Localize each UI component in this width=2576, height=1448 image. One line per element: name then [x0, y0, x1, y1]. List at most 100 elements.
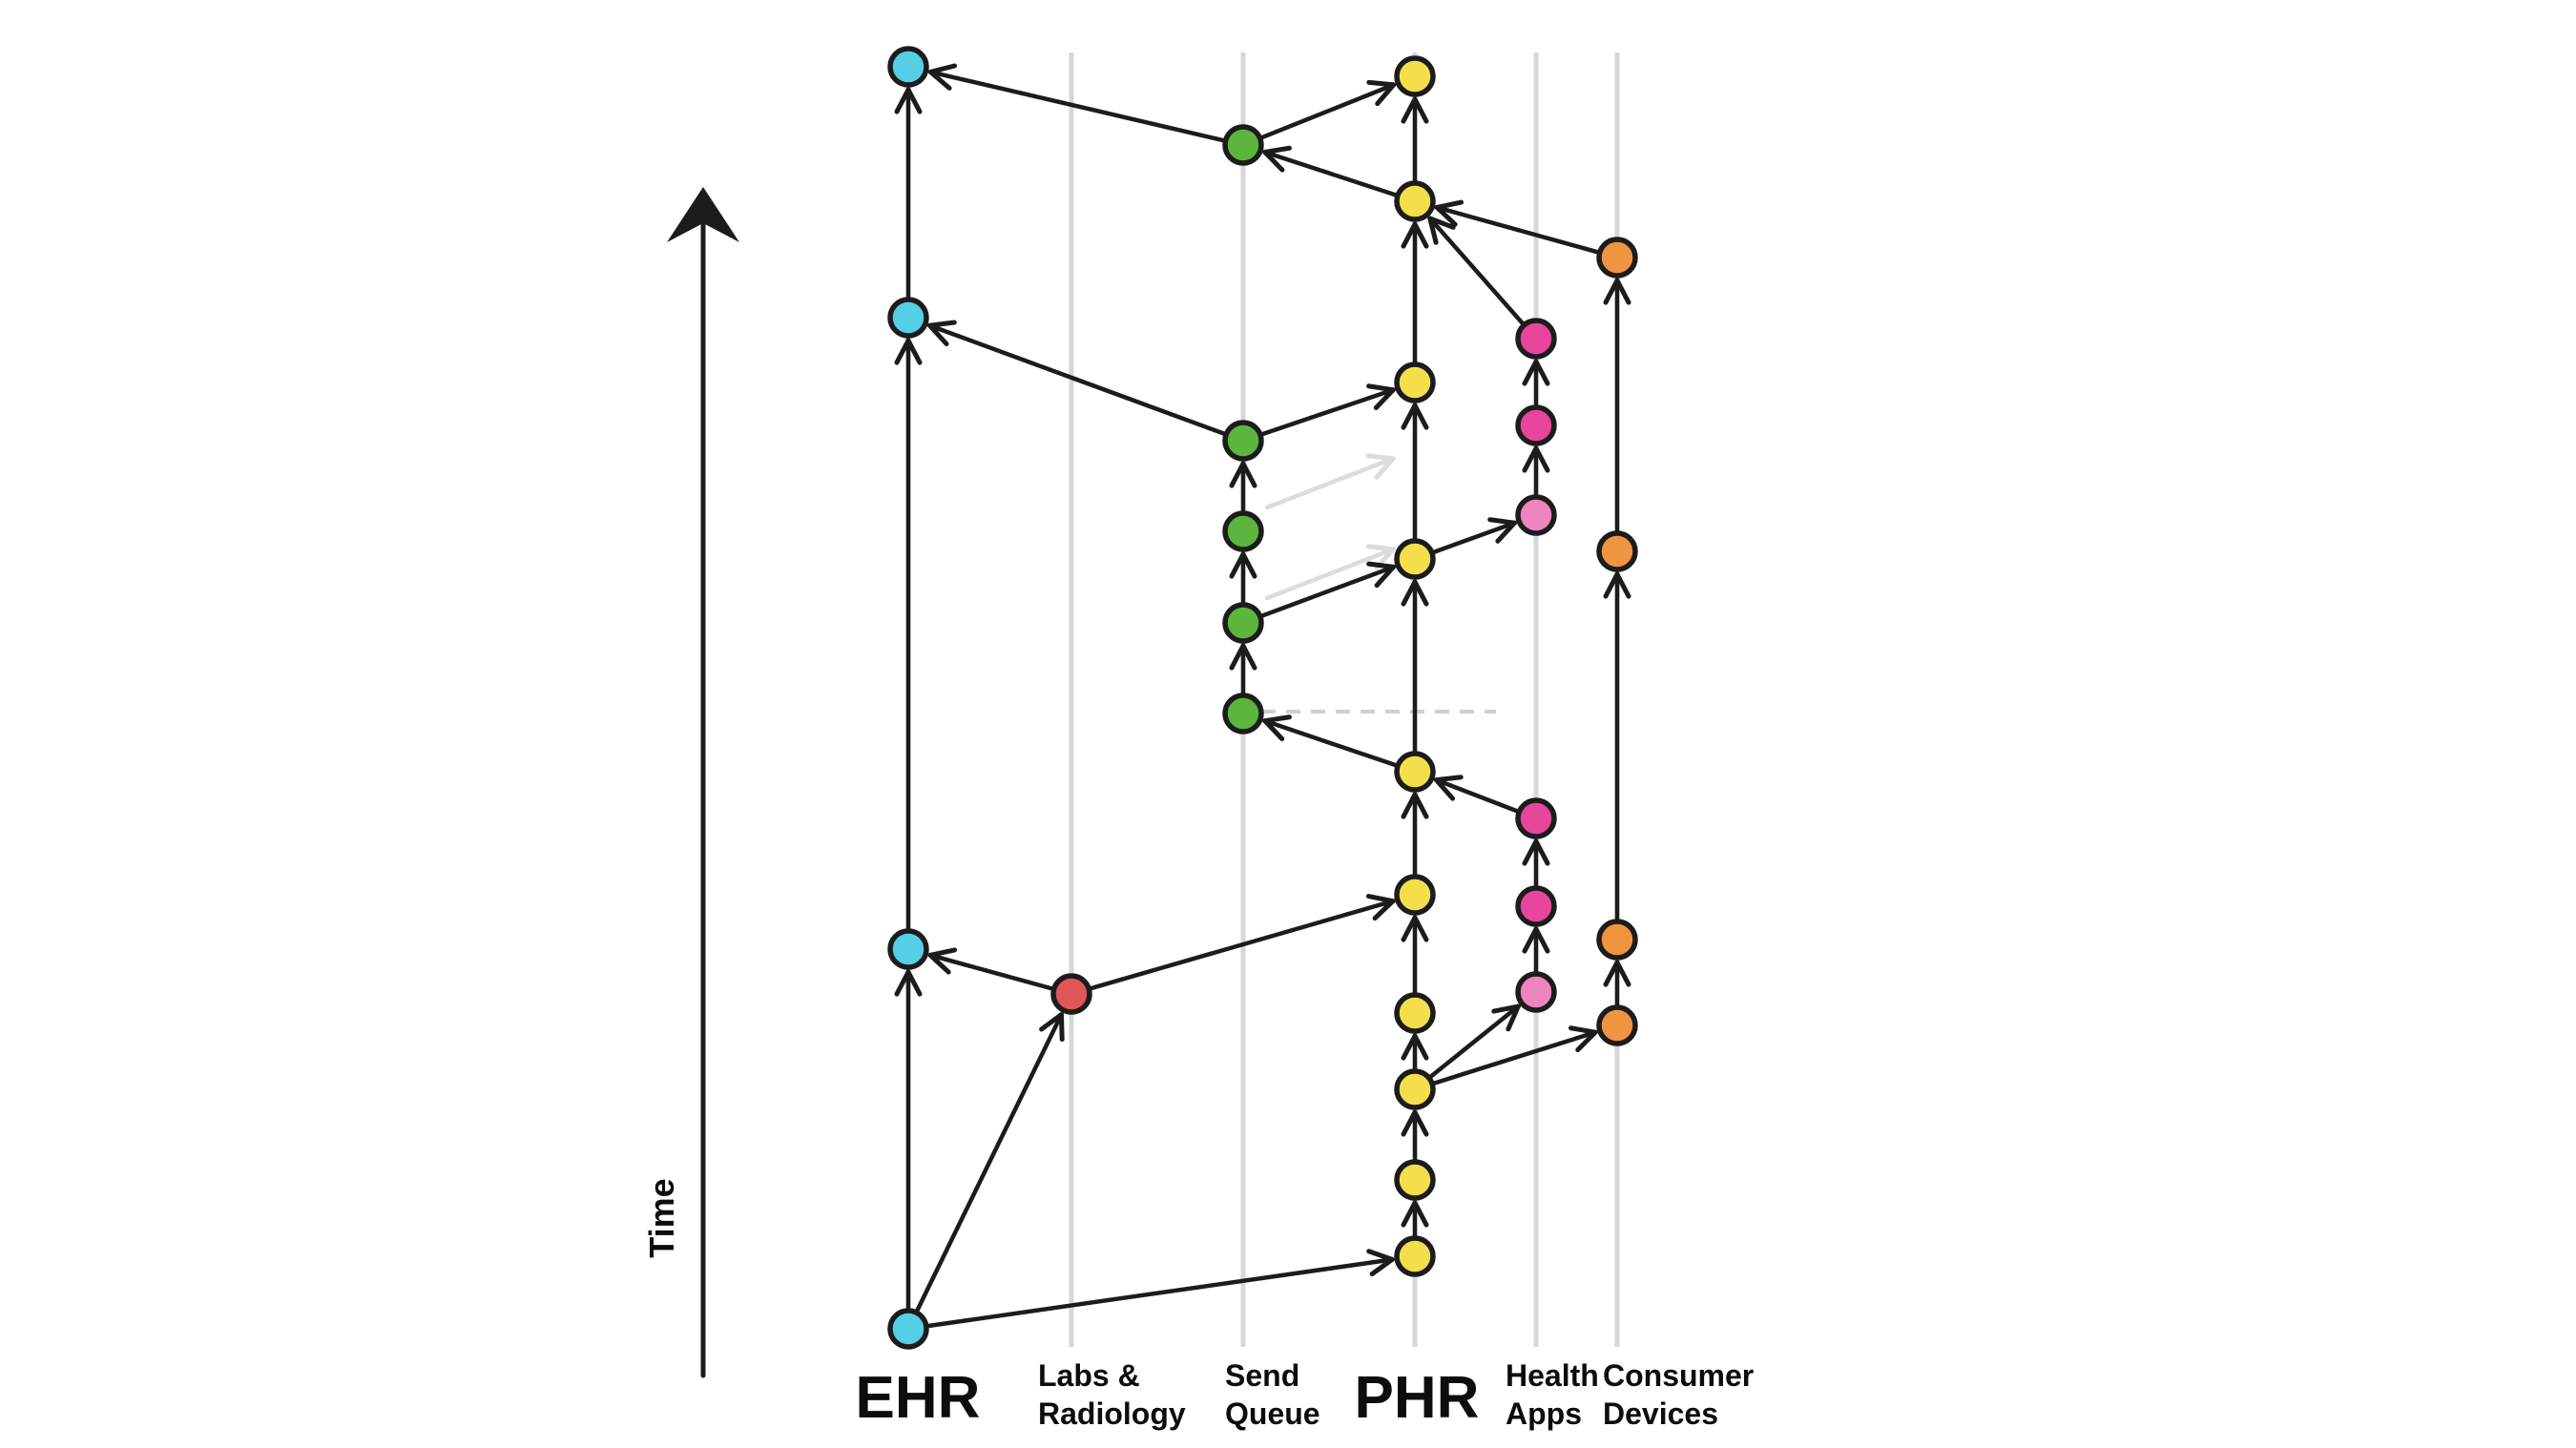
node-S5[interactable] [1222, 693, 1264, 734]
time-axis-label: Time [642, 1178, 681, 1258]
edge-H4-P5-head [1433, 777, 1456, 801]
edge-P6-P5-head [1401, 792, 1418, 819]
edge-P8-C4-head [1568, 1025, 1598, 1035]
node-S2[interactable] [1222, 420, 1264, 462]
edge-S2-P3 [1256, 389, 1390, 438]
edge-E4-P10-head [1369, 1256, 1395, 1277]
node-E4[interactable] [887, 1308, 929, 1350]
edge-S1-P1-head [1375, 82, 1397, 107]
lane-label-ehr-line-0: EHR [855, 1365, 981, 1431]
pending-send-arrow-0-head [1365, 453, 1396, 462]
edge-P9-P8-head [1412, 1109, 1429, 1137]
edge-P2-S1 [1268, 152, 1402, 198]
node-E1[interactable] [887, 46, 929, 88]
edge-P4-H3-head [1495, 520, 1517, 544]
node-P8[interactable] [1394, 1068, 1436, 1110]
edge-P2-S1-head [1262, 145, 1292, 155]
edge-H3-H2-head [1522, 445, 1539, 473]
node-P4[interactable] [1394, 538, 1436, 580]
edge-S4-P4 [1256, 567, 1391, 620]
node-S3[interactable] [1222, 510, 1264, 552]
edge-P5-S5-head [1262, 718, 1285, 741]
node-P2[interactable] [1394, 180, 1436, 222]
edge-L1-P6-head [1365, 894, 1396, 904]
edge-P5-P4-head [1401, 579, 1418, 607]
node-P1[interactable] [1394, 55, 1436, 97]
node-P9[interactable] [1394, 1159, 1436, 1201]
edge-P4-H3 [1427, 522, 1512, 556]
lane-label-send-line-0: Send [1225, 1358, 1300, 1393]
edge-P3-P2-head [1412, 221, 1429, 249]
lane-label-consumer-line-1: Devices [1603, 1396, 1718, 1431]
node-P3[interactable] [1394, 362, 1436, 403]
edge-H5-H4-head [1533, 838, 1550, 866]
pending-send-arrow-1-head [1365, 544, 1396, 552]
edge-C2-C1-head [1614, 278, 1631, 305]
node-C2[interactable] [1596, 530, 1638, 572]
edge-L1-E3 [933, 954, 1058, 992]
lane-label-consumer-line-0: Consumer [1603, 1358, 1755, 1393]
edge-C1-P2-head [1434, 204, 1458, 227]
edge-S5-S4-head [1240, 643, 1257, 671]
edge-H2-H1-head [1522, 359, 1539, 386]
lane-label-send-line-1: Queue [1225, 1396, 1320, 1431]
edge-P8-C4-head [1575, 1029, 1598, 1053]
lane-label-send: Send Queue [1225, 1356, 1320, 1433]
node-E3[interactable] [887, 928, 929, 970]
edge-L1-P6-head [1372, 899, 1396, 921]
edge-P8-H6-head [1491, 1003, 1521, 1014]
edge-P10-P9-head [1401, 1200, 1418, 1228]
node-H6[interactable] [1515, 971, 1557, 1013]
edge-S5-S4-head [1229, 643, 1246, 671]
node-P7[interactable] [1394, 992, 1436, 1034]
edge-S1-P1 [1256, 84, 1391, 141]
edge-P2-P1-head [1401, 96, 1418, 124]
node-S4[interactable] [1222, 602, 1264, 644]
node-P5[interactable] [1394, 751, 1436, 793]
edge-H6-H5-head [1522, 926, 1539, 954]
edge-P4-P3-head [1401, 403, 1418, 430]
node-E2[interactable] [887, 297, 929, 339]
lane-label-phr-line-0: PHR [1354, 1365, 1480, 1431]
node-C4[interactable] [1596, 1004, 1638, 1046]
edge-C2-C1-head [1603, 278, 1620, 305]
node-H3[interactable] [1515, 494, 1557, 536]
edge-P10-P9-head [1412, 1200, 1429, 1228]
node-L1[interactable] [1050, 973, 1092, 1015]
edge-P2-P1-head [1412, 96, 1429, 124]
edge-C1-P2-head [1434, 199, 1465, 210]
node-H1[interactable] [1515, 318, 1557, 360]
edge-P8-H6 [1425, 1007, 1516, 1082]
edge-H5-H4-head [1522, 838, 1539, 866]
edge-P7-P6-head [1401, 915, 1418, 942]
edge-S4-P4-head [1374, 564, 1397, 589]
node-S1[interactable] [1222, 124, 1264, 166]
node-C1[interactable] [1596, 237, 1638, 279]
node-C3[interactable] [1596, 919, 1638, 961]
lane-label-health-line-0: Health [1506, 1358, 1599, 1393]
edge-P8-P7-head [1401, 1033, 1418, 1061]
edge-P4-H3-head [1487, 517, 1517, 526]
edge-E4-E3-head [905, 969, 923, 997]
edge-E3-E2-head [905, 338, 923, 365]
lane-label-labs-line-1: Radiology [1038, 1396, 1186, 1431]
edge-S1-E1-head [927, 63, 958, 74]
edge-H2-H1-head [1533, 359, 1550, 386]
edge-S2-P3-head [1366, 383, 1396, 393]
lane-label-consumer: Consumer Devices [1603, 1356, 1754, 1433]
edge-E2-E1-head [894, 87, 911, 114]
edge-C3-C2-head [1614, 571, 1631, 599]
node-P6[interactable] [1394, 874, 1436, 916]
edge-H4-P5-head [1433, 775, 1464, 783]
lane-label-health-line-1: Apps [1506, 1396, 1582, 1431]
edge-C3-C2-head [1603, 571, 1620, 599]
edge-S2-E2-head [927, 320, 957, 328]
edge-E4-L1 [913, 1017, 1062, 1316]
node-H5[interactable] [1515, 885, 1557, 927]
node-H4[interactable] [1515, 797, 1557, 839]
edge-S3-S2-head [1240, 461, 1257, 488]
edge-E4-E3-head [894, 969, 911, 997]
node-H2[interactable] [1515, 404, 1557, 446]
node-P10[interactable] [1394, 1235, 1436, 1277]
